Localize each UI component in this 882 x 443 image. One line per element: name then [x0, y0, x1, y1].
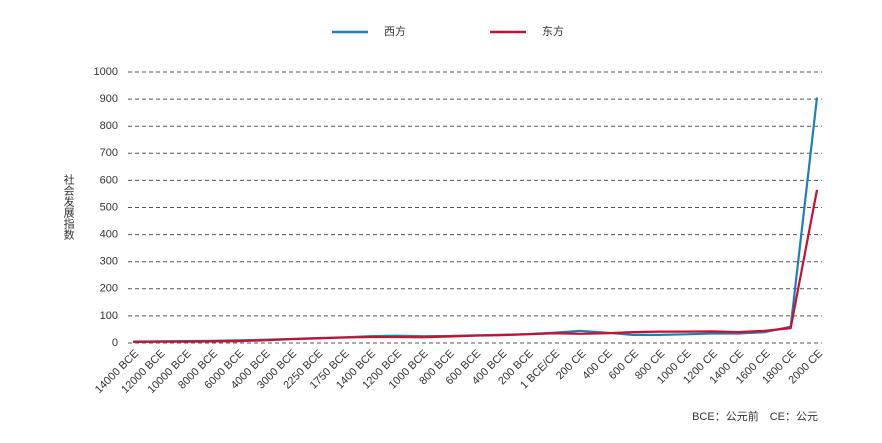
y-tick-label: 700	[100, 147, 118, 159]
y-tick-label: 0	[112, 337, 118, 349]
y-tick-label: 300	[100, 256, 118, 268]
series-line	[132, 189, 819, 344]
y-tick-label: 100	[100, 310, 118, 322]
y-tick-label: 600	[100, 174, 118, 186]
legend-label: 东方	[542, 24, 564, 38]
series-line	[132, 97, 819, 343]
note: BCE：公元前 CE：公元	[692, 409, 818, 423]
y-tick-label: 200	[100, 283, 118, 295]
legend-label: 西方	[384, 24, 406, 38]
y-tick-label: 1000	[94, 66, 118, 78]
y-tick-label: 400	[100, 229, 118, 241]
y-tick-label: 500	[100, 201, 118, 213]
y-axis-label: 社会发展指数	[62, 173, 75, 241]
y-tick-label: 900	[100, 93, 118, 105]
y-tick-label: 800	[100, 120, 118, 132]
